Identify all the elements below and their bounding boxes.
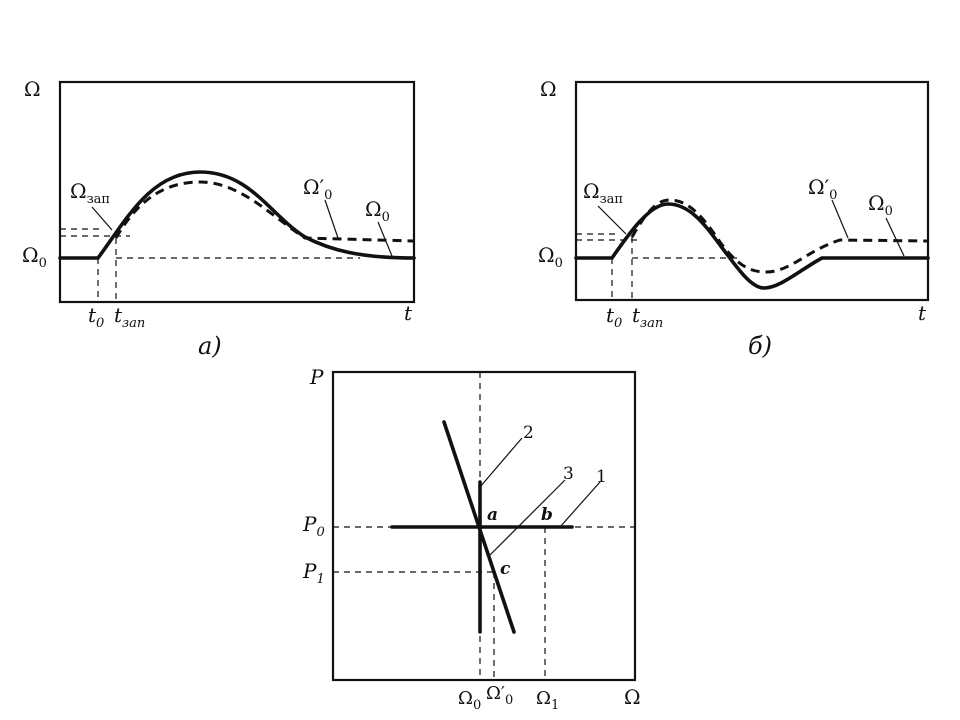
panel-c-omega0-prime-tick: Ω′0 bbox=[486, 683, 513, 708]
panel-a-caption: а) bbox=[198, 332, 222, 360]
panel-b-caption: б) bbox=[748, 332, 772, 360]
panel-c-point-a: a bbox=[487, 505, 498, 525]
panel-a-tzap-label: tзап bbox=[114, 303, 145, 331]
panel-c-x-axis-label: Ω bbox=[624, 685, 641, 709]
panel-a-omega0-label: Ω0 bbox=[22, 243, 47, 271]
panel-a-t-axis-label: t bbox=[404, 301, 413, 325]
panel-c-line-2-leader bbox=[479, 437, 523, 488]
panel-c-line-2-label: 2 bbox=[523, 423, 534, 443]
panel-b-frame bbox=[574, 80, 930, 302]
panel-c-p1-label: P1 bbox=[302, 559, 325, 587]
panel-b-omega0-prime-leader bbox=[831, 199, 849, 239]
panel-c: P Ω P0 P1 Ω0 Ω′0 Ω1 a b c 2 3 1 bbox=[302, 365, 641, 713]
panel-c-point-c: c bbox=[500, 559, 511, 579]
panel-c-y-axis-label: P bbox=[309, 365, 324, 389]
panel-a-omega0-prime-label: Ω′0 bbox=[303, 175, 332, 203]
panel-b-t-axis-label: t bbox=[918, 301, 927, 325]
panel-c-omega1-tick: Ω1 bbox=[536, 688, 559, 713]
panel-c-line-3-label: 3 bbox=[563, 464, 574, 484]
panel-b-omega-zap-label: Ωзап bbox=[583, 179, 623, 207]
panel-b-omega0-prime-label: Ω′0 bbox=[808, 175, 837, 203]
panel-c-line-1-leader bbox=[559, 481, 601, 528]
panel-c-omega0-tick: Ω0 bbox=[458, 688, 481, 713]
panel-c-p0-label: P0 bbox=[302, 512, 325, 540]
panel-a-y-axis-label: Ω bbox=[24, 77, 41, 101]
panel-b-dashed-curve bbox=[630, 198, 929, 274]
panel-a-omega0-right-label: Ω0 bbox=[365, 197, 390, 225]
panel-a: Ω t Ω0 Ωзап Ω′0 Ω0 t0 tзап а) bbox=[22, 77, 416, 360]
panel-a-omega-zap-label: Ωзап bbox=[70, 179, 110, 207]
panel-a-omega-zap-leader bbox=[91, 206, 113, 231]
panel-a-omega0-right-leader bbox=[377, 221, 393, 257]
panel-c-line-1-label: 1 bbox=[596, 467, 607, 487]
panel-b-y-axis-label: Ω bbox=[540, 77, 557, 101]
panel-a-frame bbox=[58, 80, 416, 304]
panel-b-omega-zap-leader bbox=[597, 205, 627, 235]
panel-c-frame bbox=[331, 370, 637, 682]
panel-b-tzap-label: tзап bbox=[632, 303, 663, 331]
panel-c-point-b: b bbox=[541, 505, 553, 525]
panel-a-omega0-prime-leader bbox=[324, 199, 339, 239]
panel-a-dashed-curve bbox=[114, 180, 415, 243]
panel-b-solid-curve bbox=[574, 202, 930, 290]
panel-b-omega0-right-label: Ω0 bbox=[868, 191, 893, 219]
panel-b-t0-label: t0 bbox=[606, 303, 622, 331]
panel-a-solid-curve bbox=[58, 170, 416, 260]
panel-c-line-3 bbox=[442, 420, 516, 634]
panel-c-line-3-leader bbox=[489, 479, 566, 556]
panel-b-omega0-label: Ω0 bbox=[538, 243, 563, 271]
panel-b: Ω t Ω0 Ωзап Ω′0 Ω0 t0 tзап б) bbox=[538, 77, 930, 360]
panel-a-t0-label: t0 bbox=[88, 303, 104, 331]
panel-b-omega0-right-leader bbox=[885, 217, 905, 257]
